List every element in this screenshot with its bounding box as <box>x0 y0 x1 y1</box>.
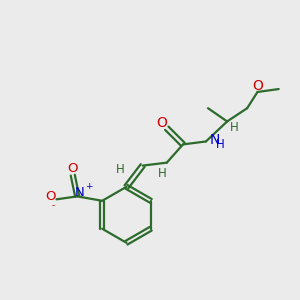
Text: O: O <box>156 116 167 130</box>
Text: H: H <box>158 167 166 180</box>
Text: O: O <box>68 162 78 175</box>
Text: H: H <box>216 139 224 152</box>
Text: +: + <box>85 182 92 191</box>
Text: H: H <box>230 121 239 134</box>
Text: N: N <box>209 133 220 147</box>
Text: H: H <box>116 163 124 176</box>
Text: N: N <box>75 186 84 199</box>
Text: -: - <box>51 201 55 210</box>
Text: O: O <box>45 190 56 203</box>
Text: O: O <box>252 79 263 92</box>
